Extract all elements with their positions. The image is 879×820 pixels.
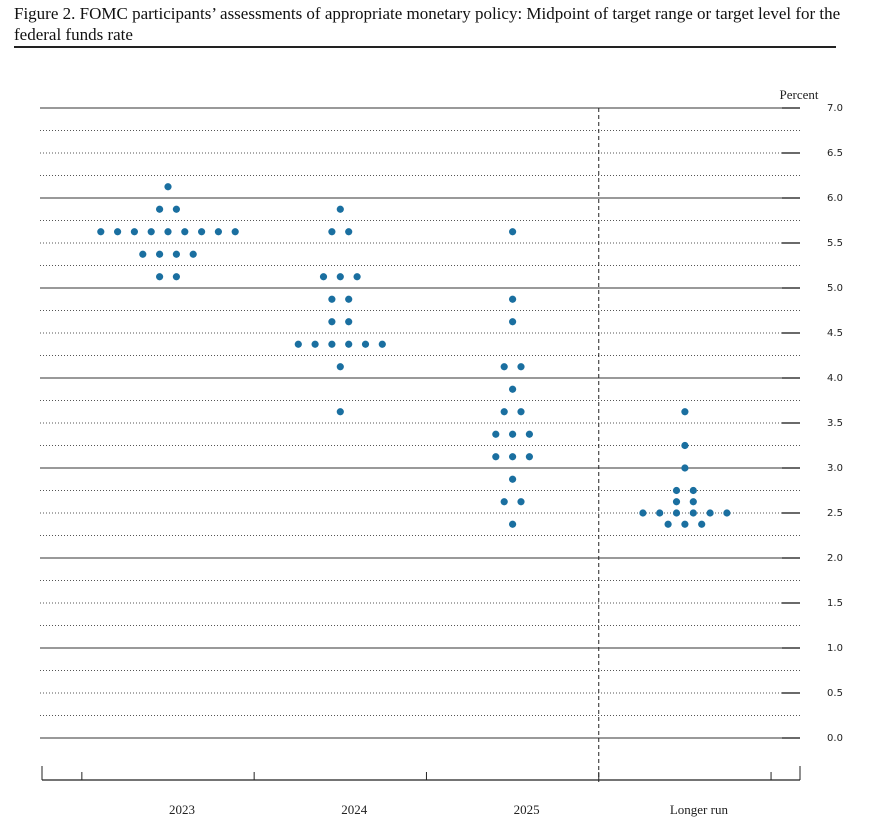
dot: [508, 385, 517, 393]
dot: [517, 363, 525, 371]
dot: [294, 340, 302, 348]
y-tick-label: 3.0: [827, 463, 843, 474]
y-tick-label: 2.0: [827, 553, 843, 564]
dot: [525, 430, 534, 438]
dot: [328, 318, 336, 326]
y-tick-label: 1.5: [827, 598, 843, 609]
dot: [189, 250, 197, 258]
dot: [689, 486, 697, 495]
dot: [328, 340, 336, 348]
y-axis-label: Percent: [780, 87, 819, 102]
title-rule: [14, 46, 836, 48]
dot: [156, 273, 164, 281]
dot: [361, 340, 370, 348]
dot: [172, 250, 180, 258]
dot: [319, 273, 328, 281]
dot: [508, 318, 517, 326]
dot: [130, 228, 138, 236]
y-tick-label: 7.0: [827, 103, 843, 114]
dot: [114, 228, 122, 236]
x-tick-label: Longer run: [670, 802, 729, 817]
dot: [156, 205, 164, 213]
y-tick-label: 6.5: [827, 148, 843, 159]
x-tick-label: 2025: [514, 802, 540, 817]
dot: [500, 408, 508, 416]
dot: [517, 498, 525, 506]
dot: [198, 228, 206, 236]
y-tick-label: 6.0: [827, 193, 843, 204]
y-tick-label: 0.0: [827, 733, 843, 744]
y-tick-label: 4.0: [827, 373, 843, 384]
y-tick-label: 1.0: [827, 643, 843, 654]
dot: [525, 453, 534, 461]
dot: [681, 464, 689, 472]
dot: [336, 408, 344, 416]
dot: [508, 295, 517, 303]
dot: [156, 250, 164, 258]
dot: [139, 250, 147, 258]
dot: [353, 273, 361, 281]
dot: [672, 498, 681, 506]
dot: [328, 228, 336, 236]
dot: [164, 228, 172, 236]
dot: [345, 228, 353, 236]
y-tick-label: 4.5: [827, 328, 843, 339]
dot: [147, 228, 155, 236]
dot: [172, 273, 180, 281]
dot: [492, 453, 500, 461]
dot: [723, 509, 731, 517]
dot: [500, 363, 508, 371]
y-tick-label: 5.5: [827, 238, 843, 249]
y-tick-label: 5.0: [827, 283, 843, 294]
dot: [508, 228, 517, 236]
dot: [345, 295, 353, 303]
dot: [328, 295, 336, 303]
dot: [689, 498, 697, 506]
dot: [508, 475, 517, 483]
y-tick-label: 2.5: [827, 508, 843, 519]
dot: [97, 228, 105, 236]
dot: [672, 509, 681, 517]
dot: [336, 205, 344, 213]
dot: [500, 498, 508, 506]
dot: [164, 183, 172, 191]
dot: [508, 453, 517, 461]
dot: [492, 430, 500, 438]
y-tick-label: 0.5: [827, 688, 843, 699]
dot: [689, 509, 697, 517]
dot: [517, 408, 525, 416]
dot: [664, 520, 672, 528]
dot: [656, 509, 664, 517]
dot: [336, 273, 344, 281]
dot: [172, 205, 180, 213]
dot: [311, 340, 319, 348]
dot: [681, 408, 689, 416]
dot: [336, 363, 344, 371]
dot: [681, 441, 689, 450]
dot: [639, 509, 647, 517]
dot: [231, 228, 239, 236]
dot: [181, 228, 189, 236]
y-tick-label: 3.5: [827, 418, 843, 429]
dot: [508, 430, 517, 438]
dot: [706, 509, 714, 517]
dot: [214, 228, 222, 236]
dot: [672, 486, 681, 495]
chart-title: Figure 2. FOMC participants’ assessments…: [14, 4, 841, 44]
x-tick-label: 2023: [169, 802, 195, 817]
dot: [345, 340, 353, 348]
dot: [508, 520, 517, 528]
x-tick-label: 2024: [341, 802, 368, 817]
dot: [378, 340, 386, 348]
dot: [681, 520, 689, 528]
dot: [345, 318, 353, 326]
dot: [698, 520, 706, 528]
